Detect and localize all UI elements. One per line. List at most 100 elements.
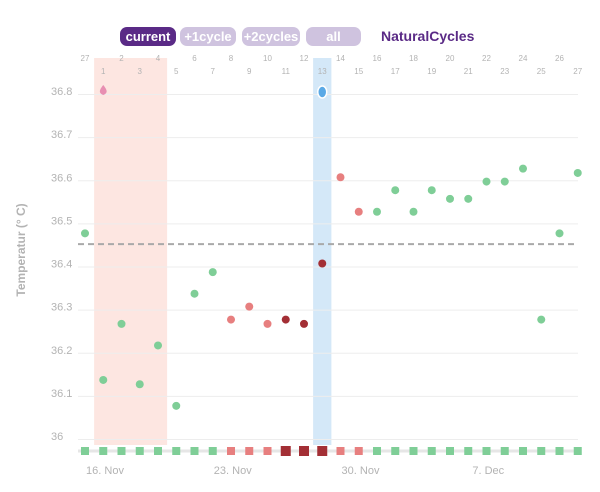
cycle-day-label: 17 xyxy=(391,67,400,76)
temperature-point[interactable] xyxy=(573,168,582,177)
cycle-day-label: 6 xyxy=(192,54,197,63)
cycle-day-label: 5 xyxy=(174,67,179,76)
cycle-day-label: 25 xyxy=(537,67,546,76)
tab-current[interactable]: current xyxy=(120,27,176,46)
temperature-point[interactable] xyxy=(318,259,327,268)
temperature-point[interactable] xyxy=(427,186,436,195)
fertility-day-marker[interactable] xyxy=(391,447,400,455)
fertility-day-marker[interactable] xyxy=(519,447,527,455)
temperature-point[interactable] xyxy=(336,173,345,182)
fertility-day-marker[interactable] xyxy=(446,447,454,455)
temperature-point[interactable] xyxy=(281,315,290,324)
fertility-day-marker[interactable] xyxy=(537,447,546,455)
fertility-day-marker[interactable] xyxy=(172,447,181,455)
temperature-point[interactable] xyxy=(391,186,400,195)
fertility-day-marker[interactable] xyxy=(190,447,199,455)
cycle-day-label: 16 xyxy=(373,54,382,63)
y-tick-label: 36.7 xyxy=(51,129,72,141)
tab-plus-2-cycles[interactable]: +2cycles xyxy=(242,27,300,46)
fertility-day-marker[interactable] xyxy=(227,447,235,455)
fertility-day-marker[interactable] xyxy=(336,447,345,455)
fertility-day-marker[interactable] xyxy=(280,446,291,456)
y-tick-label: 36.1 xyxy=(51,388,72,400)
tab-plus-1-cycle[interactable]: +1cycle xyxy=(180,27,236,46)
temperature-point[interactable] xyxy=(99,375,108,384)
y-tick-label: 36.8 xyxy=(51,86,72,98)
cycle-day-label: 27 xyxy=(573,67,582,76)
ovulation-egg-icon xyxy=(317,85,328,99)
cycle-day-label: 22 xyxy=(482,54,491,63)
temperature-point[interactable] xyxy=(190,289,199,298)
cycle-day-label: 18 xyxy=(409,54,418,63)
temperature-point[interactable] xyxy=(354,207,363,216)
fertility-day-marker[interactable] xyxy=(245,447,254,455)
fertility-day-marker[interactable] xyxy=(299,446,309,456)
fertility-day-marker[interactable] xyxy=(263,447,272,455)
fertility-day-marker[interactable] xyxy=(409,447,418,455)
temperature-point[interactable] xyxy=(227,315,235,324)
temperature-point[interactable] xyxy=(81,229,89,238)
cycle-day-label: 21 xyxy=(464,67,473,76)
temperature-point[interactable] xyxy=(519,164,527,173)
y-tick-label: 36.2 xyxy=(51,345,72,357)
cycle-day-label: 4 xyxy=(156,54,161,63)
temperature-point[interactable] xyxy=(172,401,181,410)
fertility-day-marker[interactable] xyxy=(555,447,564,455)
fertility-day-marker[interactable] xyxy=(135,447,144,455)
temperature-point[interactable] xyxy=(409,207,418,216)
cycle-day-label: 9 xyxy=(247,67,252,76)
temperature-point[interactable] xyxy=(135,380,144,389)
y-tick-label: 36.6 xyxy=(51,172,72,184)
fertility-day-marker[interactable] xyxy=(573,447,582,455)
fertility-day-marker[interactable] xyxy=(354,447,363,455)
fertility-day-marker[interactable] xyxy=(427,447,436,455)
fertility-day-marker[interactable] xyxy=(99,447,108,455)
temperature-point[interactable] xyxy=(263,319,272,328)
temperature-point[interactable] xyxy=(117,319,126,328)
cycle-day-label: 15 xyxy=(354,67,363,76)
temperature-point[interactable] xyxy=(500,177,509,186)
temperature-point[interactable] xyxy=(245,302,254,311)
date-label: 7. Dec xyxy=(472,465,504,477)
fertility-day-marker[interactable] xyxy=(482,447,491,455)
cycle-day-label: 14 xyxy=(336,54,345,63)
ovulation-band xyxy=(313,58,332,445)
cycle-day-label: 1 xyxy=(101,67,106,76)
fertility-day-marker[interactable] xyxy=(154,447,162,455)
cycle-day-label: 3 xyxy=(138,67,143,76)
cycle-view-tabs: current +1cycle +2cycles all NaturalCycl… xyxy=(0,27,600,47)
temperature-point[interactable] xyxy=(154,341,162,350)
fertility-day-marker[interactable] xyxy=(373,447,381,455)
temperature-point[interactable] xyxy=(464,194,473,203)
y-tick-label: 36.5 xyxy=(51,215,72,227)
temperature-point[interactable] xyxy=(208,268,217,277)
date-label: 23. Nov xyxy=(214,465,252,477)
cycle-day-label: 23 xyxy=(500,67,509,76)
temperature-point[interactable] xyxy=(373,207,381,216)
y-tick-label: 36.4 xyxy=(51,259,72,271)
temperature-point[interactable] xyxy=(300,319,308,328)
fertility-day-marker[interactable] xyxy=(208,447,217,455)
y-axis-label: Temperatur (° C) xyxy=(14,203,28,296)
tab-all[interactable]: all xyxy=(306,27,361,46)
cycle-day-label: 8 xyxy=(229,54,234,63)
y-tick-label: 36.3 xyxy=(51,302,72,314)
fertility-day-marker[interactable] xyxy=(81,447,89,455)
cycle-day-label: 2 xyxy=(119,54,124,63)
cycle-day-label: 7 xyxy=(211,67,216,76)
period-band xyxy=(94,58,168,445)
temperature-point[interactable] xyxy=(482,177,491,186)
temperature-point[interactable] xyxy=(446,194,454,203)
cycle-day-label: 11 xyxy=(282,67,291,76)
temperature-point[interactable] xyxy=(555,229,564,238)
date-label: 16. Nov xyxy=(86,465,124,477)
cycle-day-label: 26 xyxy=(555,54,564,63)
cycle-day-label: 19 xyxy=(427,67,436,76)
date-label: 30. Nov xyxy=(342,465,380,477)
fertility-day-marker[interactable] xyxy=(317,446,328,456)
fertility-day-marker[interactable] xyxy=(464,447,473,455)
fertility-day-marker[interactable] xyxy=(500,447,509,455)
temperature-point[interactable] xyxy=(537,315,546,324)
fertility-day-marker[interactable] xyxy=(117,447,126,455)
